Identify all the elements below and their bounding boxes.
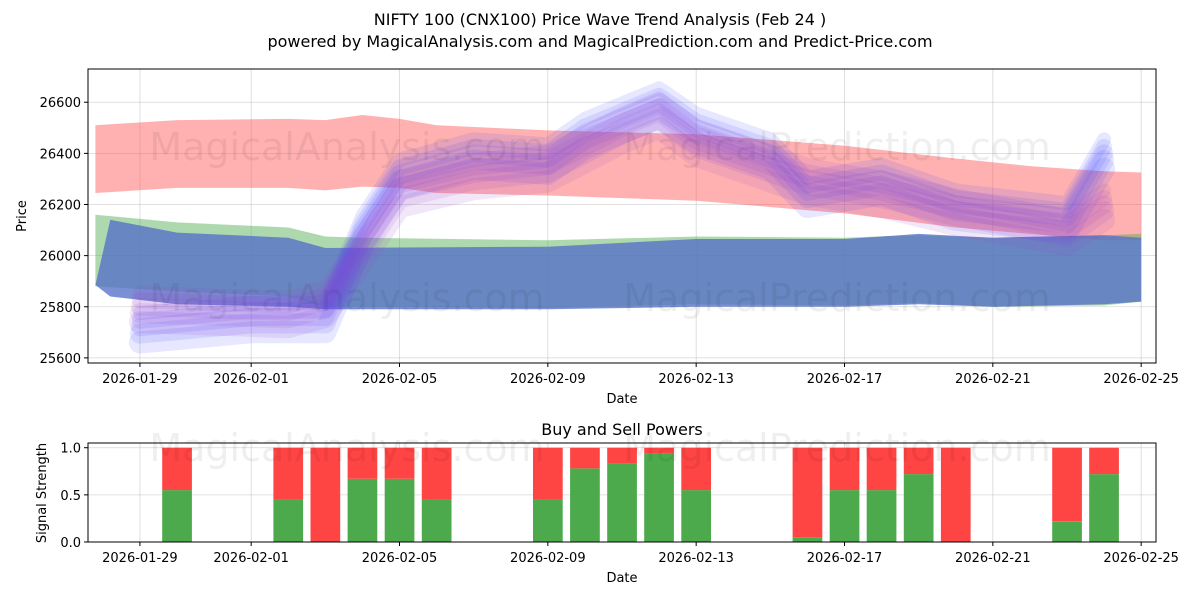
price-plot-frame — [87, 68, 1157, 364]
purple-wave-trail — [128, 116, 1116, 339]
buy-bar — [1089, 474, 1119, 542]
sell-bar — [607, 447, 637, 464]
blue-wave-trail — [129, 98, 1115, 344]
power-axes: 2026-01-29 2026-02-01 2026-02-05 2026-02-09… — [60, 442, 1179, 566]
buy-bar — [866, 490, 897, 542]
chart-title: NIFTY 100 (CNX100) Price Wave Trend Anal… — [374, 10, 826, 29]
price-x-tick-label: 2026-01-29 — [102, 372, 178, 387]
watermark-analysis-top: MagicalAnalysis.com — [149, 125, 544, 169]
price-plot-area — [88, 69, 1156, 363]
power-y-tick-label: 0.5 — [60, 489, 81, 504]
sell-bar — [940, 447, 971, 542]
price-waves — [128, 81, 1116, 354]
sell-bar — [1089, 447, 1119, 475]
sell-bar — [384, 447, 415, 479]
watermark-analysis-bottom: MagicalAnalysis.com — [149, 426, 544, 470]
sell-bar — [792, 447, 823, 538]
power-x-axis-label: Date — [606, 571, 637, 586]
sell-bar — [570, 447, 600, 469]
price-bands — [95, 115, 1142, 310]
price-x-tick-label: 2026-02-13 — [658, 372, 734, 387]
power-y-tick-label: 0.0 — [60, 536, 81, 551]
buy-bar — [421, 499, 452, 542]
buy-bar — [681, 490, 711, 542]
power-y-tick-label: 1.0 — [60, 442, 81, 457]
sell-bar — [681, 447, 711, 491]
buy-bar — [384, 478, 415, 542]
purple-wave-trail — [131, 98, 1113, 314]
price-x-tick-label: 2026-02-09 — [510, 372, 586, 387]
price-y-tick-label: 26200 — [40, 198, 81, 213]
power-x-tick-label: 2026-02-17 — [807, 551, 883, 566]
buy-bar — [903, 474, 934, 542]
sell-bar — [347, 447, 378, 479]
power-y-axis-label: Signal Strength — [35, 443, 50, 543]
price-axes: 2026-01-29 2026-02-01 2026-02-05 2026-02-09… — [40, 96, 1179, 387]
sell-bar — [866, 447, 897, 491]
blue-wave-trail — [131, 87, 1113, 329]
sell-bar — [644, 447, 674, 454]
sell-bar — [533, 447, 563, 500]
price-x-tick-label: 2026-02-17 — [807, 372, 883, 387]
buy-bar — [347, 478, 378, 542]
power-x-tick-label: 2026-02-25 — [1103, 551, 1179, 566]
power-x-tick-label: 2026-02-09 — [510, 551, 586, 566]
buy-bar — [533, 499, 563, 542]
price-x-axis-label: Date — [606, 392, 637, 407]
power-bars — [162, 447, 1119, 542]
sell-bar — [1052, 447, 1082, 522]
price-y-tick-label: 26600 — [40, 96, 81, 111]
sell-bar — [829, 447, 860, 491]
price-x-tick-label: 2026-02-05 — [362, 372, 438, 387]
power-x-tick-label: 2026-02-05 — [362, 551, 438, 566]
blue-band — [95, 219, 1142, 310]
buy-bar — [1052, 521, 1082, 542]
power-x-tick-label: 2026-01-29 — [102, 551, 178, 566]
blue-wave-trail — [128, 106, 1116, 354]
sell-bar — [273, 447, 304, 500]
price-y-tick-label: 26400 — [40, 147, 81, 162]
sell-bar — [310, 447, 341, 542]
buy-bar — [644, 453, 674, 542]
power-plot: Buy and Sell Powers MagicalAnalysis.com … — [35, 420, 1179, 586]
power-x-tick-label: 2026-02-13 — [658, 551, 734, 566]
buy-bar — [570, 468, 600, 542]
buy-bar — [607, 463, 637, 542]
price-y-tick-label: 25600 — [40, 352, 81, 367]
buy-bar — [792, 537, 823, 542]
price-x-tick-label: 2026-02-25 — [1103, 372, 1179, 387]
blue-wave-trail — [130, 93, 1114, 337]
watermark-prediction-top: MagicalPrediction.com — [623, 125, 1051, 169]
power-x-tick-label: 2026-02-21 — [955, 551, 1031, 566]
power-plot-title: Buy and Sell Powers — [541, 420, 703, 439]
price-x-tick-label: 2026-02-21 — [955, 372, 1031, 387]
price-y-axis-label: Price — [15, 200, 30, 232]
purple-wave-trail — [132, 91, 1112, 305]
price-x-tick-label: 2026-02-01 — [213, 372, 289, 387]
price-plot: MagicalAnalysis.com MagicalPrediction.co… — [15, 68, 1179, 407]
chart-subtitle: powered by MagicalAnalysis.com and Magic… — [267, 32, 932, 51]
sell-bar — [903, 447, 934, 475]
power-plot-frame — [87, 442, 1157, 543]
blue-wave-trail — [132, 81, 1112, 321]
sell-bar — [421, 447, 452, 500]
watermark-prediction-bottom: MagicalPrediction.com — [623, 426, 1051, 470]
buy-bar — [829, 490, 860, 542]
purple-wave-trail — [129, 108, 1115, 329]
price-y-tick-label: 25800 — [40, 301, 81, 316]
red-band — [95, 115, 1142, 241]
watermark-analysis-mid: MagicalAnalysis.com — [149, 276, 544, 320]
power-x-tick-label: 2026-02-01 — [213, 551, 289, 566]
purple-wave-trail — [130, 103, 1114, 321]
price-y-tick-label: 26000 — [40, 250, 81, 265]
buy-bar — [162, 490, 192, 542]
buy-bar — [273, 499, 304, 542]
sell-bar — [162, 447, 192, 491]
watermark-prediction-mid: MagicalPrediction.com — [623, 276, 1051, 320]
